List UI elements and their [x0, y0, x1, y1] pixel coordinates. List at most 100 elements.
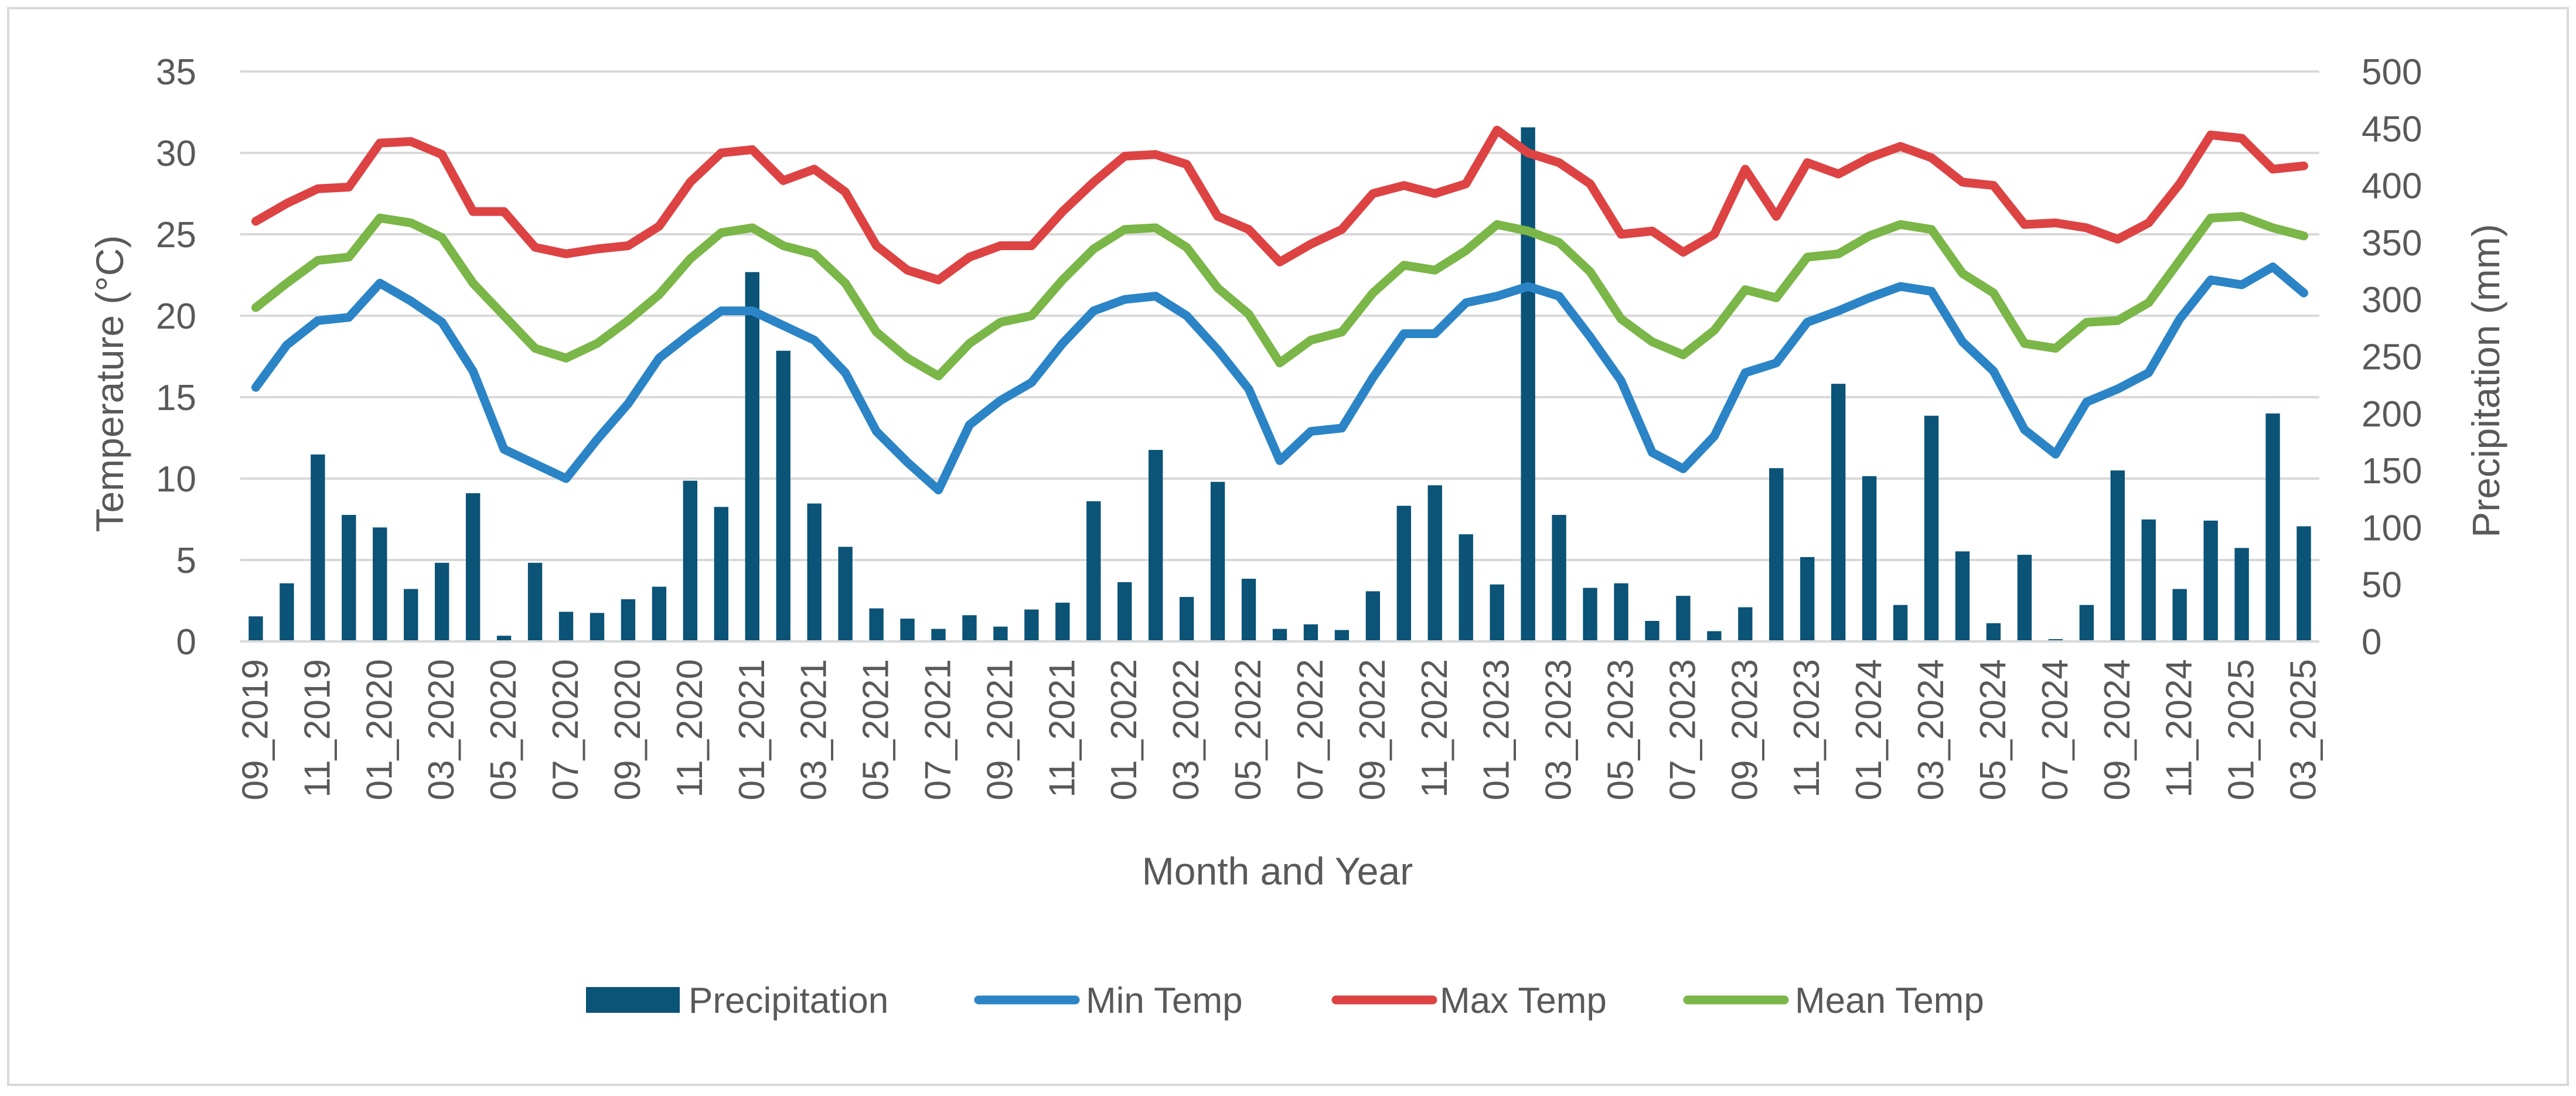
precipitation-bar	[1427, 485, 1442, 641]
precipitation-bar	[2110, 470, 2125, 641]
x-tick-label: 07_2023	[1662, 659, 1703, 800]
precipitation-bar	[1986, 623, 2001, 641]
x-tick-label: 09_2023	[1725, 659, 1765, 800]
precipitation-bar	[280, 583, 294, 641]
x-tick-label: 09_2022	[1352, 659, 1393, 800]
x-tick-label: 01_2024	[1849, 659, 1889, 800]
precipitation-bar	[1924, 415, 1939, 641]
x-tick-label: 03_2021	[794, 659, 834, 800]
precipitation-bar	[2079, 605, 2094, 641]
y-tick-left: 5	[176, 541, 196, 581]
y-tick-right: 250	[2362, 337, 2422, 378]
y-tick-right: 50	[2362, 565, 2402, 606]
y-tick-right: 300	[2362, 280, 2422, 320]
precipitation-bar	[1148, 450, 1163, 641]
precipitation-bar	[869, 608, 884, 641]
precipitation-bar	[2141, 519, 2156, 641]
x-tick-label: 11_2021	[1042, 659, 1082, 798]
y-tick-right: 350	[2362, 223, 2422, 264]
x-tick-label: 03_2020	[421, 659, 462, 800]
precipitation-bar	[1055, 602, 1070, 641]
precipitation-bar	[1179, 597, 1194, 641]
precipitation-bar	[807, 503, 822, 641]
legend-label: Min Temp	[1086, 981, 1243, 1021]
y-tick-right: 0	[2362, 622, 2381, 663]
x-tick-label: 07_2020	[546, 659, 586, 800]
y-tick-right: 400	[2362, 166, 2422, 207]
y-tick-left: 20	[156, 296, 196, 337]
precipitation-bar	[2265, 413, 2280, 641]
precipitation-bar	[1459, 534, 1473, 641]
x-tick-label: 05_2023	[1601, 659, 1641, 800]
x-tick-label: 01_2020	[359, 659, 400, 800]
precipitation-bar	[373, 527, 387, 641]
precipitation-bar	[2296, 526, 2311, 641]
x-tick-label: 03_2025	[2284, 659, 2324, 800]
x-tick-label: 05_2022	[1228, 659, 1269, 800]
precipitation-bar	[342, 514, 356, 641]
legend: Precipitation Min Temp Max Temp Mean Temp	[586, 981, 1984, 1021]
precipitation-bar	[1396, 506, 1412, 641]
x-tick-label: 07_2024	[2035, 659, 2076, 800]
x-tick-label: 03_2022	[1166, 659, 1207, 800]
x-tick-label: 11_2024	[2159, 659, 2200, 798]
x-tick-label: 09_2024	[2097, 659, 2138, 800]
precipitation-bar	[652, 586, 667, 641]
precipitation-bar	[776, 350, 790, 641]
y-tick-right: 450	[2362, 109, 2422, 149]
precipitation-bar	[1552, 514, 1566, 641]
y-tick-right: 150	[2362, 451, 2422, 491]
precipitation-bar	[1893, 605, 1908, 641]
precipitation-bar	[1645, 620, 1660, 641]
precipitation-bar	[1334, 630, 1350, 641]
precipitation-bar	[1365, 591, 1381, 641]
precipitation-bar	[1241, 578, 1256, 641]
x-tick-label: 01_2021	[732, 659, 772, 800]
max-temp-line	[251, 125, 2308, 285]
precipitation-bar	[1024, 609, 1039, 641]
y-tick-left: 10	[156, 459, 196, 500]
precipitation-bar	[838, 547, 853, 641]
precipitation-bar	[621, 599, 636, 641]
precipitation-bar	[311, 454, 325, 641]
x-tick-label: 07_2021	[918, 659, 958, 800]
x-tick-label: 11_2023	[1787, 659, 1827, 798]
legend-label: Precipitation	[689, 981, 888, 1021]
y-tick-left: 30	[156, 134, 196, 174]
legend-label: Mean Temp	[1795, 981, 1984, 1021]
x-tick-label: 03_2023	[1539, 659, 1579, 800]
precipitation-bar	[714, 507, 728, 641]
precipitation-bar	[2017, 555, 2032, 641]
precipitation-bar	[2234, 548, 2249, 641]
x-tick-label: 11_2019	[297, 659, 338, 798]
precipitation-bar	[931, 629, 946, 641]
precipitation-bar	[2172, 589, 2187, 641]
precipitation-bar	[1521, 127, 1535, 641]
precipitation-bar	[1676, 596, 1691, 641]
precipitation-bar	[1303, 624, 1318, 641]
x-tick-label: 09_2021	[980, 659, 1020, 800]
precipitation-bar	[1862, 476, 1877, 641]
x-tick-label: 09_2019	[235, 659, 275, 800]
chart-border	[7, 7, 2569, 1086]
precipitation-bar	[1955, 551, 1970, 641]
y-tick-left: 35	[156, 52, 196, 93]
precipitation-bar	[1707, 631, 1722, 641]
x-tick-label: 05_2024	[1973, 659, 2013, 800]
precipitation-bar	[435, 562, 449, 641]
y-tick-right: 500	[2362, 52, 2422, 93]
precipitation-bar	[590, 613, 605, 641]
x-tick-label: 05_2021	[856, 659, 897, 800]
precipitation-bar	[527, 562, 543, 641]
x-tick-label: 01_2023	[1477, 659, 1517, 800]
y-tick-left: 15	[156, 378, 196, 418]
x-tick-label: 05_2020	[483, 659, 524, 800]
x-tick-label: 11_2022	[1415, 659, 1455, 798]
precipitation-bar	[993, 626, 1008, 641]
precipitation-bar	[1614, 583, 1628, 641]
precipitation-bar	[248, 616, 263, 641]
min-temp-line	[251, 262, 2308, 494]
x-tick-label: 03_2024	[1911, 659, 1951, 800]
